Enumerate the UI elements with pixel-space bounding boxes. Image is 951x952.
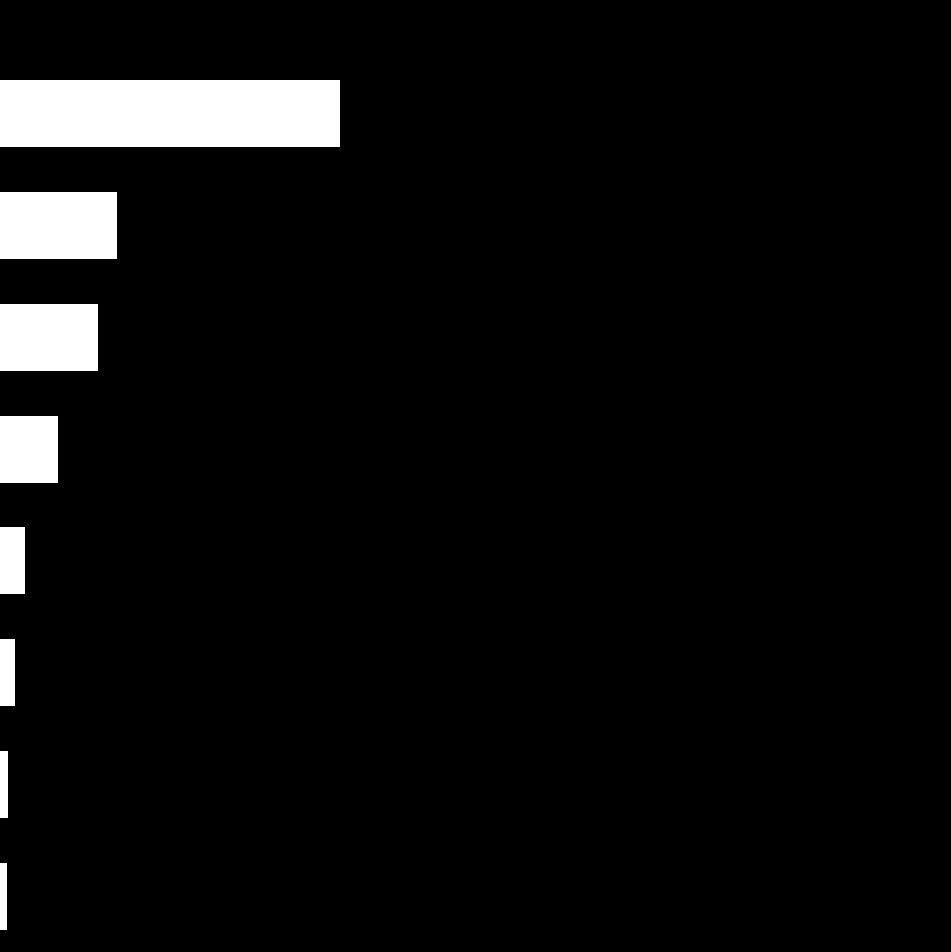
Bar [0, 751, 9, 818]
Bar [0, 640, 15, 706]
Bar [0, 305, 98, 371]
Bar [0, 527, 25, 595]
Bar [0, 81, 340, 149]
Bar [0, 193, 117, 260]
Bar [0, 416, 58, 484]
Bar [0, 863, 7, 930]
